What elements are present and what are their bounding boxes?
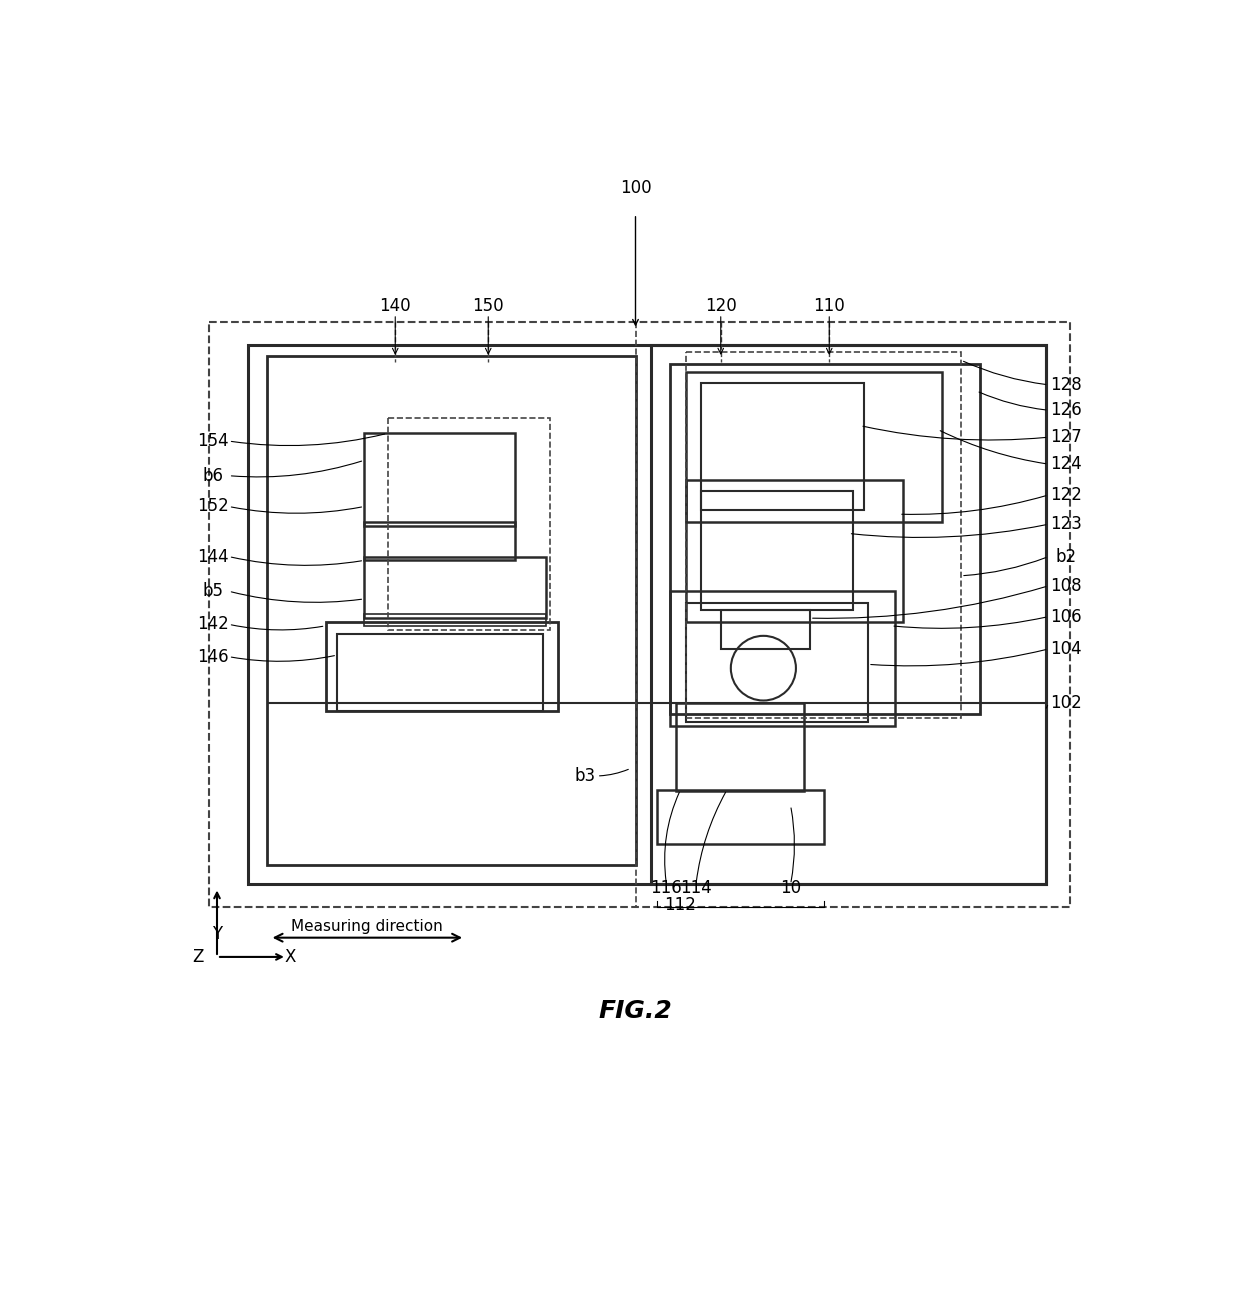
Bar: [686, 372, 941, 522]
Text: 127: 127: [1050, 428, 1081, 446]
Bar: [671, 364, 981, 714]
Text: X: X: [285, 948, 296, 965]
Text: 142: 142: [197, 615, 229, 634]
Text: Y: Y: [212, 925, 222, 943]
Bar: [686, 480, 903, 622]
Text: 124: 124: [1050, 455, 1081, 474]
Text: 112: 112: [665, 895, 697, 913]
Text: 114: 114: [680, 878, 712, 896]
Bar: [702, 384, 864, 510]
Text: b3: b3: [574, 768, 595, 785]
Text: 140: 140: [379, 297, 412, 315]
Bar: [686, 602, 868, 722]
Text: 123: 123: [1050, 515, 1081, 533]
Text: b6: b6: [202, 467, 223, 485]
Bar: [702, 490, 853, 610]
Bar: [268, 356, 635, 865]
Bar: [210, 321, 1069, 907]
Bar: [365, 522, 516, 561]
Text: 150: 150: [472, 297, 505, 315]
Text: b2: b2: [1055, 548, 1076, 566]
Text: 102: 102: [1050, 693, 1081, 712]
Text: 10: 10: [780, 878, 801, 896]
Text: Z: Z: [192, 948, 203, 965]
Text: 108: 108: [1050, 576, 1081, 595]
Bar: [337, 634, 543, 710]
Bar: [720, 610, 810, 649]
Text: 116: 116: [651, 878, 682, 896]
Text: 154: 154: [197, 432, 229, 450]
Text: FIG.2: FIG.2: [599, 999, 672, 1023]
Text: 146: 146: [197, 648, 229, 666]
Text: 126: 126: [1050, 401, 1081, 419]
Text: 122: 122: [1050, 485, 1081, 503]
Bar: [365, 433, 516, 526]
Text: 128: 128: [1050, 376, 1081, 394]
Text: b5: b5: [202, 582, 223, 600]
Bar: [651, 345, 1047, 883]
Text: 100: 100: [620, 180, 651, 198]
Bar: [365, 557, 547, 618]
Text: 120: 120: [704, 297, 737, 315]
Text: 152: 152: [197, 497, 229, 515]
Bar: [387, 418, 551, 630]
Bar: [671, 591, 895, 726]
Bar: [686, 353, 961, 718]
Bar: [325, 622, 558, 710]
Bar: [248, 345, 1047, 883]
Text: Measuring direction: Measuring direction: [291, 919, 443, 934]
Text: 110: 110: [813, 297, 846, 315]
Bar: [657, 790, 823, 844]
Text: 104: 104: [1050, 640, 1081, 658]
Text: 106: 106: [1050, 608, 1081, 626]
Bar: [365, 614, 547, 626]
Bar: [676, 703, 804, 791]
Text: 144: 144: [197, 548, 229, 566]
